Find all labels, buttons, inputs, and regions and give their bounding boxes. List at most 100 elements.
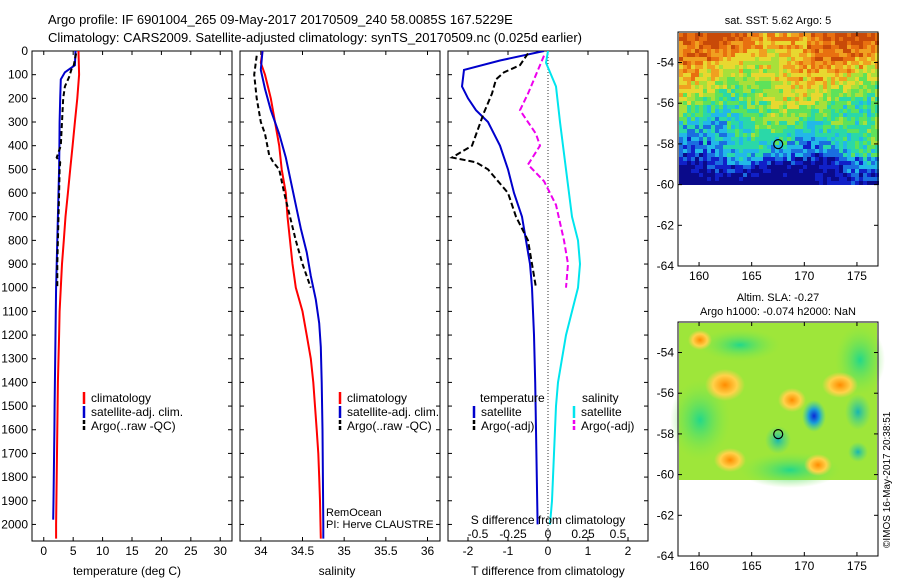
sst-cell (683, 113, 687, 117)
sst-cell (831, 181, 835, 185)
sst-cell (719, 105, 723, 109)
sst-cell (803, 101, 807, 105)
sst-cell (683, 41, 687, 45)
sst-cell (787, 37, 791, 41)
sst-cell (807, 37, 811, 41)
sst-cell (867, 117, 871, 121)
sst-cell (691, 141, 695, 145)
sst-cell (847, 89, 851, 93)
sst-cell (727, 137, 731, 141)
sst-cell (723, 89, 727, 93)
sst-cell (731, 77, 735, 81)
sst-cell (859, 113, 863, 117)
sst-cell (707, 149, 711, 153)
sst-cell (727, 177, 731, 181)
sst-cell (707, 125, 711, 129)
sst-cell (783, 113, 787, 117)
sst-cell (727, 157, 731, 161)
sst-cell (803, 69, 807, 73)
sst-cell (823, 37, 827, 41)
sst-cell (867, 93, 871, 97)
sst-cell (839, 37, 843, 41)
sst-cell (871, 81, 875, 85)
sst-cell (771, 89, 775, 93)
sst-cell (859, 41, 863, 45)
sst-cell (759, 129, 763, 133)
sst-cell (811, 117, 815, 121)
sst-cell (799, 73, 803, 77)
map-x-tick-label: 175 (847, 559, 867, 573)
sst-cell (807, 73, 811, 77)
sst-cell (819, 121, 823, 125)
sst-cell (679, 157, 683, 161)
sst-cell (807, 77, 811, 81)
sst-cell (707, 113, 711, 117)
sst-cell (859, 33, 863, 37)
sst-cell (839, 113, 843, 117)
sst-cell (831, 145, 835, 149)
sst-cell (715, 65, 719, 69)
sst-cell (863, 33, 867, 37)
sst-cell (823, 41, 827, 45)
sst-cell (735, 181, 739, 185)
sst-cell (779, 45, 783, 49)
sst-cell (711, 177, 715, 181)
sst-cell (755, 69, 759, 73)
sst-cell (831, 89, 835, 93)
sst-cell (771, 37, 775, 41)
sst-cell (811, 153, 815, 157)
sst-cell (703, 37, 707, 41)
sst-cell (819, 137, 823, 141)
sst-cell (739, 173, 743, 177)
sst-cell (807, 69, 811, 73)
sst-cell (843, 57, 847, 61)
sst-cell (727, 153, 731, 157)
sst-cell (871, 129, 875, 133)
sst-cell (679, 149, 683, 153)
sst-cell (787, 81, 791, 85)
sst-cell (835, 141, 839, 145)
sst-cell (831, 137, 835, 141)
sst-cell (763, 33, 767, 37)
sst-cell (687, 49, 691, 53)
sst-cell (843, 101, 847, 105)
sst-cell (683, 177, 687, 181)
sst-cell (823, 145, 827, 149)
sst-cell (755, 65, 759, 69)
sst-cell (703, 109, 707, 113)
sst-cell (691, 109, 695, 113)
sst-cell (723, 105, 727, 109)
sst-cell (767, 181, 771, 185)
sst-cell (691, 105, 695, 109)
sst-cell (851, 89, 855, 93)
sst-cell (807, 177, 811, 181)
sst-cell (783, 169, 787, 173)
sst-cell (755, 109, 759, 113)
sst-cell (831, 53, 835, 57)
sst-cell (771, 177, 775, 181)
sst-cell (847, 57, 851, 61)
sst-cell (775, 177, 779, 181)
sst-cell (679, 89, 683, 93)
sst-cell (767, 37, 771, 41)
sst-cell (727, 113, 731, 117)
sst-cell (783, 93, 787, 97)
sst-cell (719, 137, 723, 141)
sst-cell (767, 113, 771, 117)
sla-eddy-warm (688, 330, 712, 350)
sst-cell (743, 85, 747, 89)
sst-cell (839, 101, 843, 105)
sst-cell (723, 137, 727, 141)
sst-cell (807, 133, 811, 137)
sst-cell (747, 141, 751, 145)
sst-cell (735, 137, 739, 141)
sst-cell (743, 125, 747, 129)
sst-cell (787, 129, 791, 133)
sst-cell (691, 137, 695, 141)
sst-cell (731, 85, 735, 89)
sst-cell (735, 113, 739, 117)
sst-cell (859, 129, 863, 133)
sst-cell (719, 53, 723, 57)
sst-cell (875, 133, 879, 137)
sst-cell (759, 165, 763, 169)
